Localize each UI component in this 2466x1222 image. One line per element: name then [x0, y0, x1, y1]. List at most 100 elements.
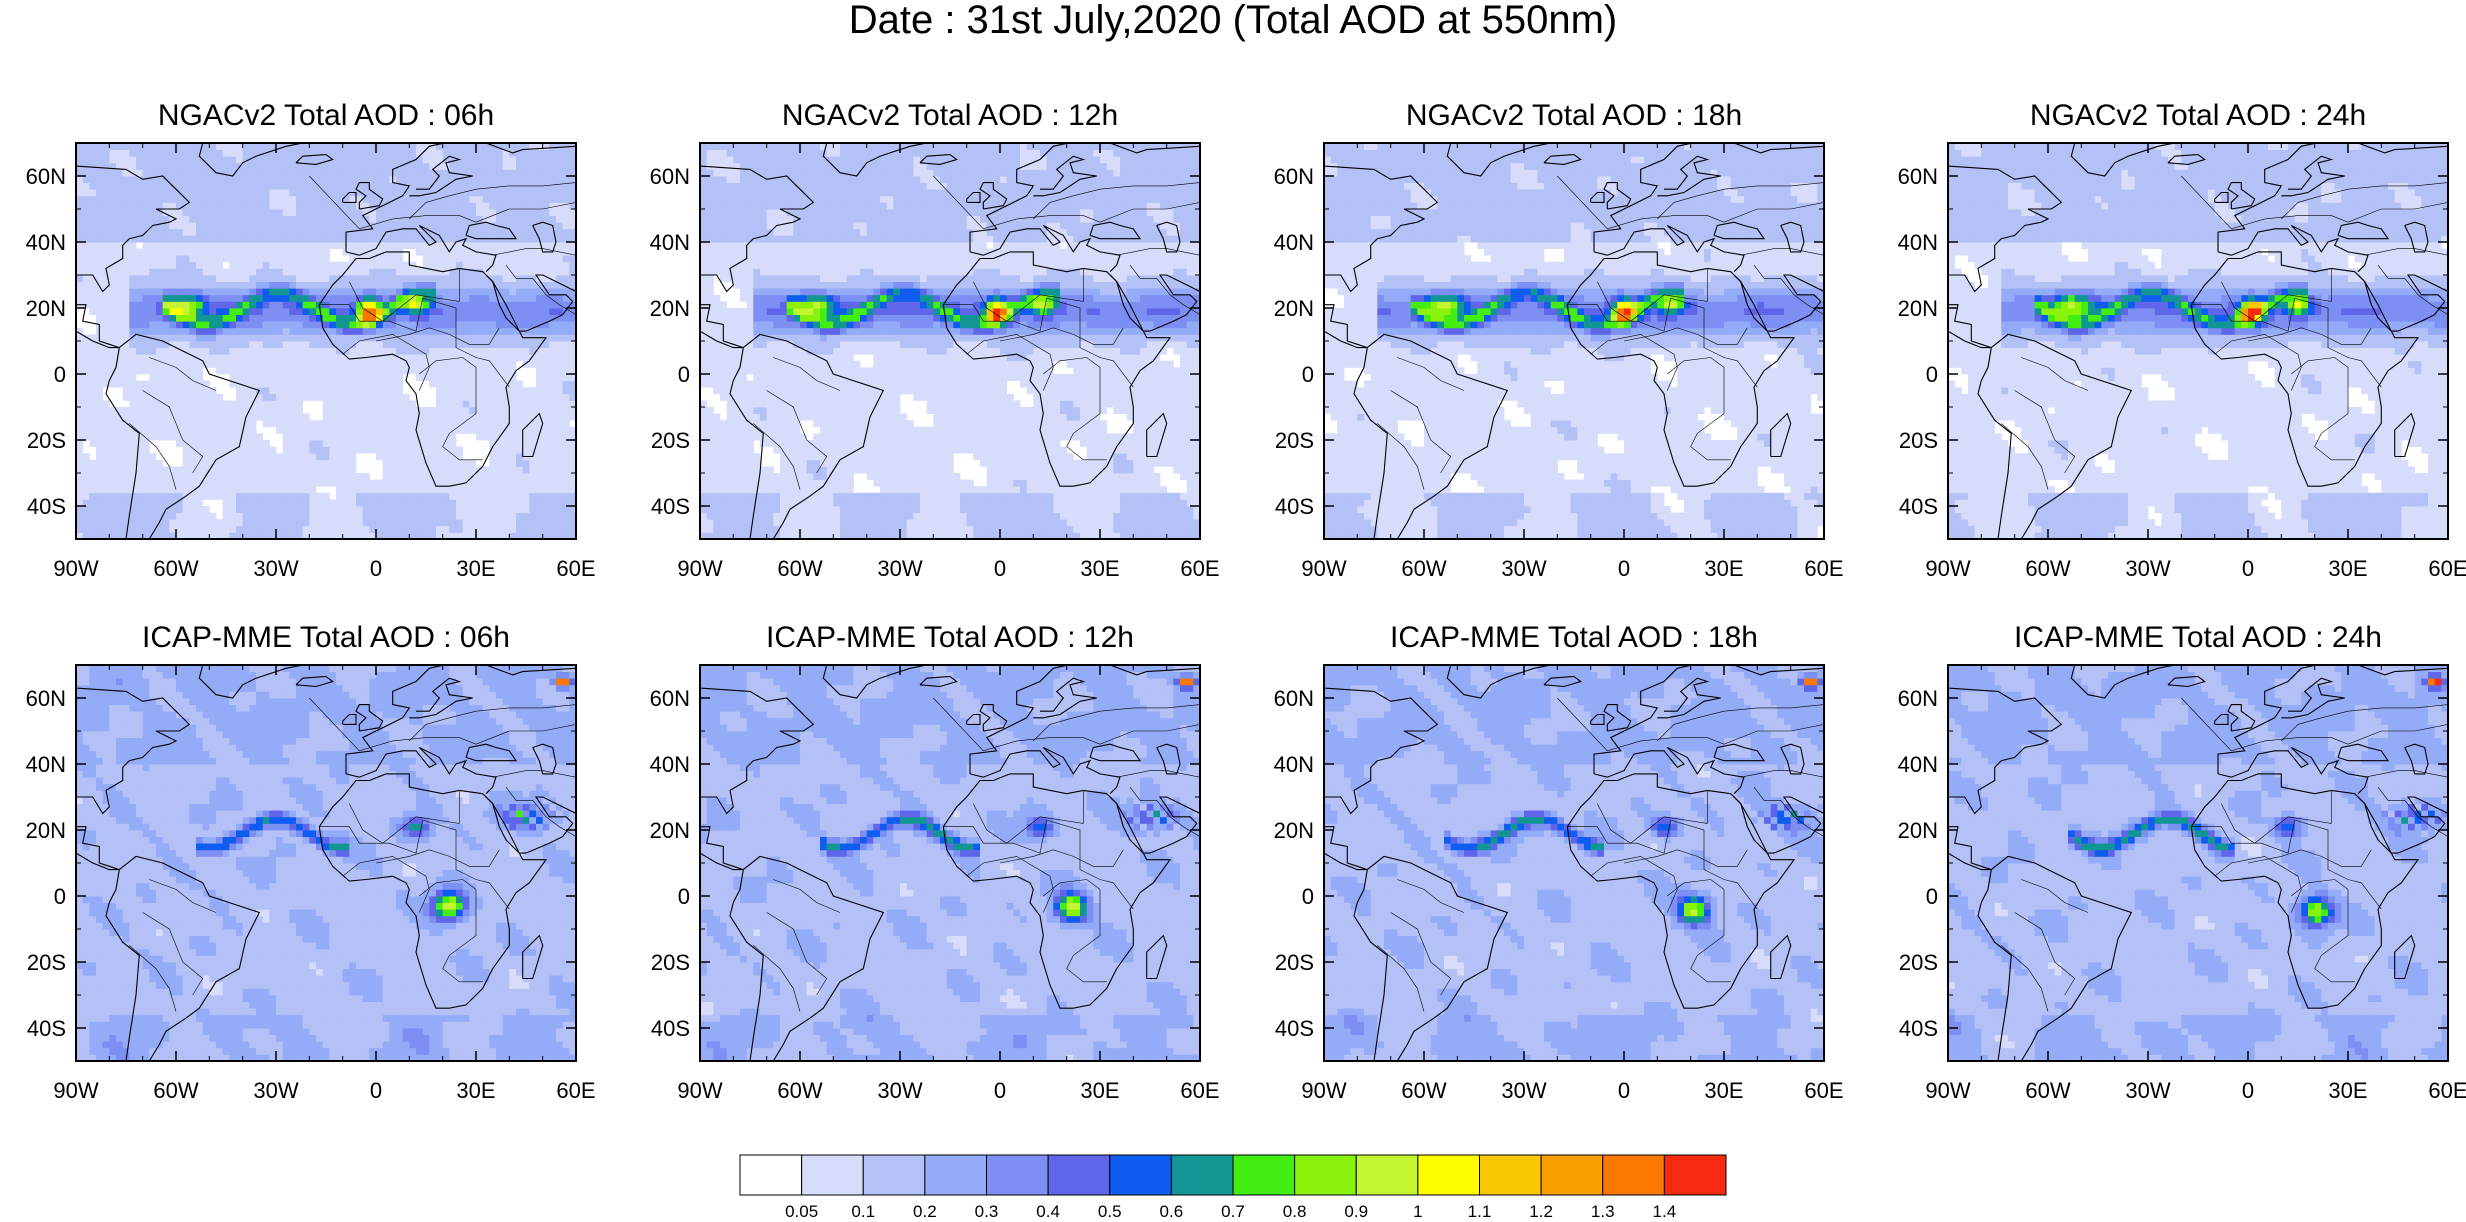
x-tick-label: 60W: [777, 556, 822, 581]
x-tick-label: 60E: [1180, 556, 1219, 581]
x-tick-label: 30E: [1704, 1078, 1743, 1103]
x-tick-label: 90W: [1925, 556, 1970, 581]
panel-title: NGACv2 Total AOD : 24h: [2030, 99, 2366, 132]
coastlines: [76, 143, 576, 539]
x-tick-label: 0: [994, 556, 1006, 581]
x-tick-label: 0: [1618, 1078, 1630, 1103]
y-tick-label: 60N: [26, 164, 66, 189]
colorbar-label: 1.3: [1591, 1202, 1615, 1221]
colorbar-swatch: [739, 1154, 803, 1196]
x-tick-label: 90W: [1301, 1078, 1346, 1103]
y-tick-label: 40S: [1899, 494, 1938, 519]
y-tick-label: 20S: [1275, 428, 1314, 453]
y-tick-label: 60N: [650, 164, 690, 189]
panel-title: ICAP-MME Total AOD : 06h: [142, 621, 510, 654]
x-tick-label: 60E: [556, 1078, 595, 1103]
colorbar-label: 0.8: [1283, 1202, 1307, 1221]
x-tick-label: 60E: [1804, 556, 1843, 581]
x-tick-label: 0: [994, 1078, 1006, 1103]
y-tick-label: 20N: [1274, 818, 1314, 843]
y-tick-label: 40N: [1898, 230, 1938, 255]
colorbar-label: 1.2: [1529, 1202, 1553, 1221]
y-tick-label: 0: [1926, 362, 1938, 387]
x-tick-label: 30E: [2328, 1078, 2367, 1103]
y-tick-label: 40N: [650, 230, 690, 255]
y-tick-label: 40S: [651, 494, 690, 519]
y-tick-label: 20S: [651, 428, 690, 453]
y-tick-label: 40N: [1274, 230, 1314, 255]
x-tick-label: 30E: [1080, 1078, 1119, 1103]
colorbar-label: 0.7: [1221, 1202, 1245, 1221]
colorbar-label: 0.2: [913, 1202, 937, 1221]
x-tick-label: 90W: [677, 1078, 722, 1103]
y-tick-label: 0: [1302, 362, 1314, 387]
y-tick-label: 60N: [1898, 686, 1938, 711]
colorbar-swatch: [1540, 1154, 1604, 1196]
x-tick-label: 30E: [1080, 556, 1119, 581]
y-tick-label: 0: [54, 362, 66, 387]
x-tick-label: 30W: [877, 556, 922, 581]
y-tick-label: 0: [54, 884, 66, 909]
coastlines: [76, 665, 576, 1061]
map-panel: NGACv2 Total AOD : 24h 90W 60W 30W 0 30E 60E 60…: [1898, 99, 2466, 581]
y-tick-label: 60N: [26, 686, 66, 711]
colorbar-swatch: [1294, 1154, 1357, 1196]
map-panel: ICAP-MME Total AOD : 24h 90W 60W 30W 0 30E 60E…: [1898, 621, 2466, 1103]
x-tick-label: 90W: [53, 556, 98, 581]
y-tick-label: 0: [1302, 884, 1314, 909]
colorbar-swatch: [924, 1154, 987, 1196]
x-tick-label: 30E: [2328, 556, 2367, 581]
x-tick-label: 60W: [153, 1078, 198, 1103]
y-tick-label: 60N: [650, 686, 690, 711]
panel-title: NGACv2 Total AOD : 06h: [158, 99, 494, 132]
y-tick-label: 20N: [26, 296, 66, 321]
x-tick-label: 60W: [777, 1078, 822, 1103]
coastlines: [1324, 143, 1824, 539]
y-tick-label: 40S: [1275, 1016, 1314, 1041]
map-panel: NGACv2 Total AOD : 12h 90W 60W 30W 0 30E 60E 60…: [650, 99, 1220, 581]
y-tick-label: 40S: [1899, 1016, 1938, 1041]
aod-field: [76, 665, 576, 1061]
x-tick-label: 0: [370, 556, 382, 581]
panel-title: ICAP-MME Total AOD : 18h: [1390, 621, 1758, 654]
y-tick-label: 60N: [1274, 164, 1314, 189]
aod-field: [76, 143, 576, 539]
map-panel: ICAP-MME Total AOD : 06h 90W 60W 30W 0 30E 60E…: [26, 621, 596, 1103]
aod-field: [700, 143, 1200, 539]
colorbar-label: 0.1: [851, 1202, 875, 1221]
y-tick-label: 40N: [1274, 752, 1314, 777]
coastlines: [700, 665, 1200, 1061]
aod-field: [1324, 665, 1824, 1061]
x-tick-label: 30E: [1704, 556, 1743, 581]
colorbar-swatch: [1355, 1154, 1419, 1196]
y-tick-label: 20N: [1898, 818, 1938, 843]
figure-title: Date : 31st July,2020 (Total AOD at 550n…: [849, 0, 1618, 42]
y-tick-label: 20N: [650, 296, 690, 321]
y-tick-label: 20S: [1899, 950, 1938, 975]
coastlines: [700, 143, 1200, 539]
y-tick-label: 20S: [651, 950, 690, 975]
aod-field: [1948, 143, 2448, 539]
y-tick-label: 20N: [26, 818, 66, 843]
y-tick-label: 0: [1926, 884, 1938, 909]
x-tick-label: 60E: [1180, 1078, 1219, 1103]
y-tick-label: 40S: [1275, 494, 1314, 519]
map-panel: ICAP-MME Total AOD : 18h 90W 60W 30W 0 30E 60E…: [1274, 621, 1844, 1103]
x-tick-label: 30W: [877, 1078, 922, 1103]
map-panel: NGACv2 Total AOD : 18h 90W 60W 30W 0 30E 60E 60…: [1274, 99, 1844, 581]
x-tick-label: 60E: [2428, 1078, 2466, 1103]
x-tick-label: 60W: [2025, 556, 2070, 581]
x-tick-label: 60W: [153, 556, 198, 581]
x-tick-label: 30W: [1501, 1078, 1546, 1103]
x-tick-label: 0: [2242, 1078, 2254, 1103]
x-tick-label: 60E: [556, 556, 595, 581]
x-tick-label: 90W: [677, 556, 722, 581]
y-tick-label: 20S: [1899, 428, 1938, 453]
x-tick-label: 30W: [253, 1078, 298, 1103]
panel-title: ICAP-MME Total AOD : 12h: [766, 621, 1134, 654]
y-tick-label: 20S: [27, 428, 66, 453]
y-tick-label: 60N: [1898, 164, 1938, 189]
colorbar-label: 1: [1413, 1202, 1422, 1221]
x-tick-label: 60W: [1401, 556, 1446, 581]
map-panel: NGACv2 Total AOD : 06h 90W 60W 30W 0 30E 60E 60…: [26, 99, 596, 581]
